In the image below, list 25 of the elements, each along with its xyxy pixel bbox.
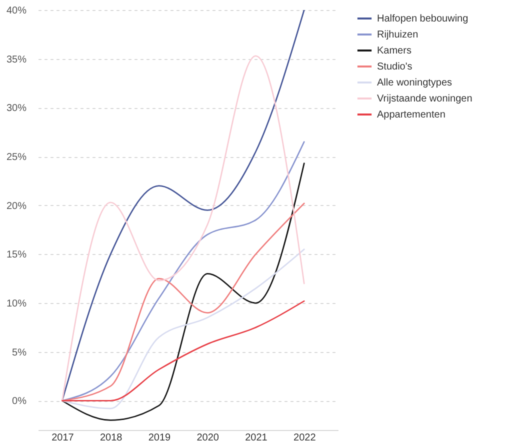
legend-label: Alle woningtypes [377, 78, 452, 88]
line-series [61, 300, 305, 402]
x-tick-label: 2020 [196, 432, 220, 444]
x-tick-label: 2022 [294, 432, 316, 444]
y-tick-label: 15% [6, 250, 27, 261]
legend-label: Rijhuizen [377, 30, 418, 40]
y-tick-label: 40% [6, 6, 27, 16]
y-tick-label: 35% [6, 54, 27, 66]
legend-label: Halfopen bebouwing [377, 14, 468, 24]
y-tick-label: 20% [6, 200, 27, 212]
x-tick-label: 2021 [245, 432, 268, 444]
y-tick-label: 5% [12, 347, 27, 358]
legend-label: Appartementen [377, 110, 446, 120]
x-tick-label: 2019 [148, 432, 172, 444]
legend-label: Kamers [377, 46, 412, 56]
legend-label: Studio's [377, 62, 412, 72]
x-tick-label: 2017 [52, 432, 74, 444]
y-tick-label: 0% [12, 396, 27, 408]
legend-label: Vrijstaande woningen [377, 94, 472, 104]
y-tick-label: 25% [6, 152, 27, 164]
line-series [61, 248, 305, 410]
x-tick-label: 2018 [100, 432, 123, 444]
line-series [61, 202, 305, 402]
y-tick-label: 10% [6, 298, 27, 310]
y-tick-label: 30% [6, 103, 27, 114]
